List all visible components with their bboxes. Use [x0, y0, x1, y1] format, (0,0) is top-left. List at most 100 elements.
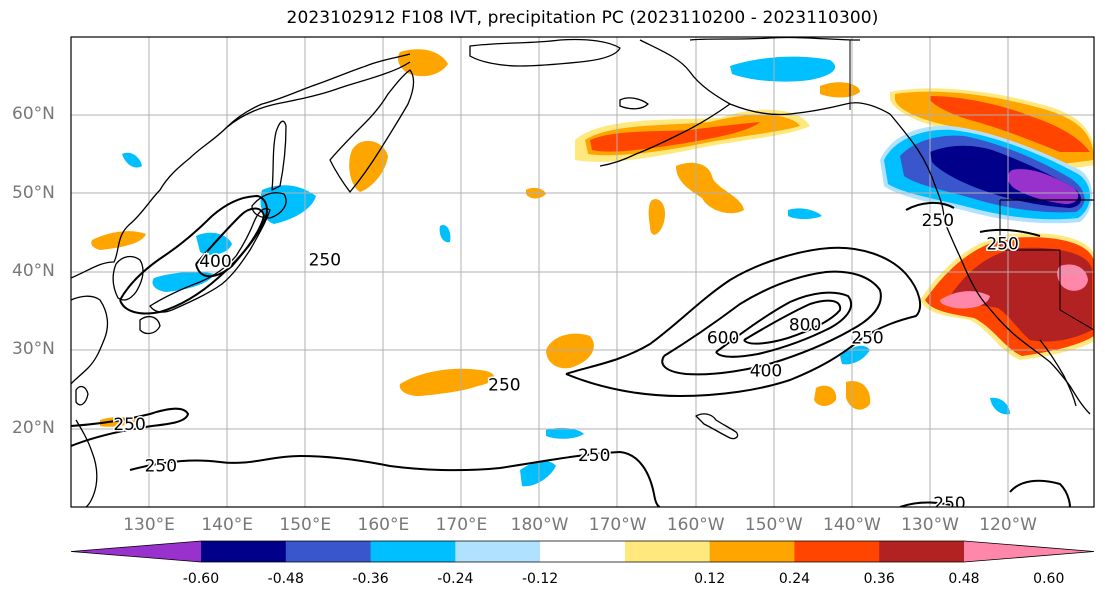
coastline-alaska-north [689, 37, 861, 41]
colorbar-tick-label: 0.60 [1033, 571, 1065, 587]
colorbar-bin [455, 541, 541, 562]
coastline-taiwan [75, 385, 89, 406]
ivt-contour-250-baja [1009, 479, 1071, 507]
ivt-contour-800-central-pacific [743, 299, 842, 345]
colorbar-tick-label: -0.36 [352, 571, 389, 587]
colorbar [70, 540, 1095, 563]
colorbar-outline [70, 540, 1095, 563]
ivt-contour-250-subtropic-east [899, 501, 961, 507]
coastline-philippines [75, 419, 98, 507]
coastline-japan-hokkaido [251, 192, 287, 219]
lon-label: 130°E [123, 515, 175, 535]
ivt-contour-label: 400 [199, 252, 231, 272]
ivt-contour-label: 250 [488, 376, 520, 396]
ivt-contour-250-japan [119, 194, 268, 315]
ivt-contour-label: 250 [986, 235, 1018, 255]
colorbar-bin [709, 541, 795, 562]
coastline-bering-islands [619, 97, 649, 110]
precip-positive-region-okhotsk [398, 49, 448, 77]
lon-label: 160°E [357, 515, 410, 535]
lat-label: 20°N [12, 417, 55, 438]
colorbar-bin [370, 541, 456, 562]
precip-positive-region-central-pacific [546, 333, 594, 369]
colorbar-tick-label: -0.60 [182, 571, 220, 587]
precip-negative-region-tropics [520, 461, 556, 487]
map-plot-area: 250 400 250 250 250 250 600 400 800 250 250 250 250 [70, 36, 1095, 514]
lat-label: 60°N [12, 104, 55, 125]
colorbar-tick-label: 0.24 [778, 571, 811, 587]
lat-label: 40°N [12, 261, 55, 281]
ivt-contour-250-nw-pacific-lower [71, 407, 190, 447]
coastline-sakhalin [271, 120, 287, 191]
coastline-baja [1039, 339, 1077, 407]
lon-label: 130°W [901, 515, 959, 535]
colorbar-tick-label: 0.36 [863, 571, 895, 587]
ivt-contour-label: 800 [789, 315, 821, 335]
precip-negative-region-hawaii-north [788, 208, 822, 219]
lat-label: 50°N [12, 182, 55, 203]
ivt-contour-600-central-pacific [715, 291, 853, 358]
lon-label: 160°W [666, 515, 725, 535]
ivt-contour-label: 600 [707, 329, 739, 349]
lon-label: 140°E [201, 515, 254, 535]
map-frame [70, 36, 1095, 508]
colorbar-bin [540, 541, 626, 562]
precip-negative-region-east-tropics [990, 397, 1010, 415]
map-title: 2023102912 F108 IVT, precipitation PC (2… [286, 8, 879, 28]
coastline-okhotsk-north [225, 61, 411, 129]
coastline-hawaii [695, 413, 739, 440]
ivt-contour-label: 400 [750, 361, 782, 381]
lon-label: 140°W [823, 515, 881, 535]
lon-label: 180°W [510, 515, 569, 535]
precip-positive-region-hawaii-north [648, 199, 666, 235]
precip-negative-region-korea-east [152, 271, 214, 292]
colorbar-tick-label: -0.12 [521, 571, 559, 587]
colorbar-bin [201, 541, 287, 562]
colorbar-bin [964, 541, 1094, 562]
lon-label: 170°W [588, 515, 647, 535]
ivt-contour-label: 250 [145, 456, 177, 476]
ivt-contour-label: 250 [113, 415, 145, 435]
ivt-contour-label: 250 [309, 250, 341, 270]
precip-negative-region-midpac [439, 224, 451, 243]
precip-positive-region-kuroshio [91, 231, 146, 250]
ivt-contour-label: 250 [922, 211, 954, 231]
lon-label: 120°W [979, 515, 1037, 535]
ivt-contour-400-central-pacific [661, 270, 882, 376]
lon-label: 150°W [744, 515, 803, 535]
precip-positive-region-great-basin-max [1057, 264, 1088, 291]
precip-negative-region-subtropic [546, 427, 584, 439]
precip-positive-region-pac-nw-red [930, 96, 1090, 152]
coastline-japan-kyushu [139, 315, 161, 335]
precip-negative-region-pac-nw-purple [1007, 169, 1079, 204]
ivt-contour-400-japan [195, 207, 266, 278]
coastline-china-south [71, 295, 109, 385]
coastline-state-boundary [849, 40, 1094, 331]
coastline-kamchatka [329, 69, 415, 193]
ivt-contour-250-tropics [129, 450, 661, 507]
colorbar-tick-label: -0.48 [267, 571, 304, 587]
ivt-contour-label: 250 [933, 494, 965, 514]
ivt-contour-250-pac-nw [905, 202, 1041, 237]
coastline-chukotka [469, 38, 621, 67]
precip-negative-region-japan-north [260, 185, 316, 224]
precip-positive-region-california-core [950, 247, 1092, 342]
colorbar-bin [71, 541, 201, 562]
colorbar-tick-label: 0.12 [694, 571, 726, 587]
lon-label: 170°E [435, 515, 488, 535]
ivt-contour-label: 250 [851, 329, 883, 349]
colorbar-bin [285, 541, 372, 562]
coastline-us-west [943, 219, 1091, 415]
colorbar-tick-label: -0.24 [437, 571, 474, 587]
colorbar-bin [794, 541, 880, 562]
precip-positive-region-subtropical [399, 368, 495, 396]
ivt-contour-labels: 250 400 250 250 250 250 600 400 800 250 250 250 250 [112, 210, 1021, 514]
precip-negative-region-alaska-north [730, 56, 836, 82]
colorbar-bin [879, 541, 965, 562]
coastline-east-asia [71, 53, 411, 279]
coastlines [71, 37, 1094, 507]
colorbar-bin [624, 541, 711, 562]
precip-positive-region-alaska-islands [676, 162, 744, 214]
ivt-contour-label: 250 [578, 446, 610, 466]
